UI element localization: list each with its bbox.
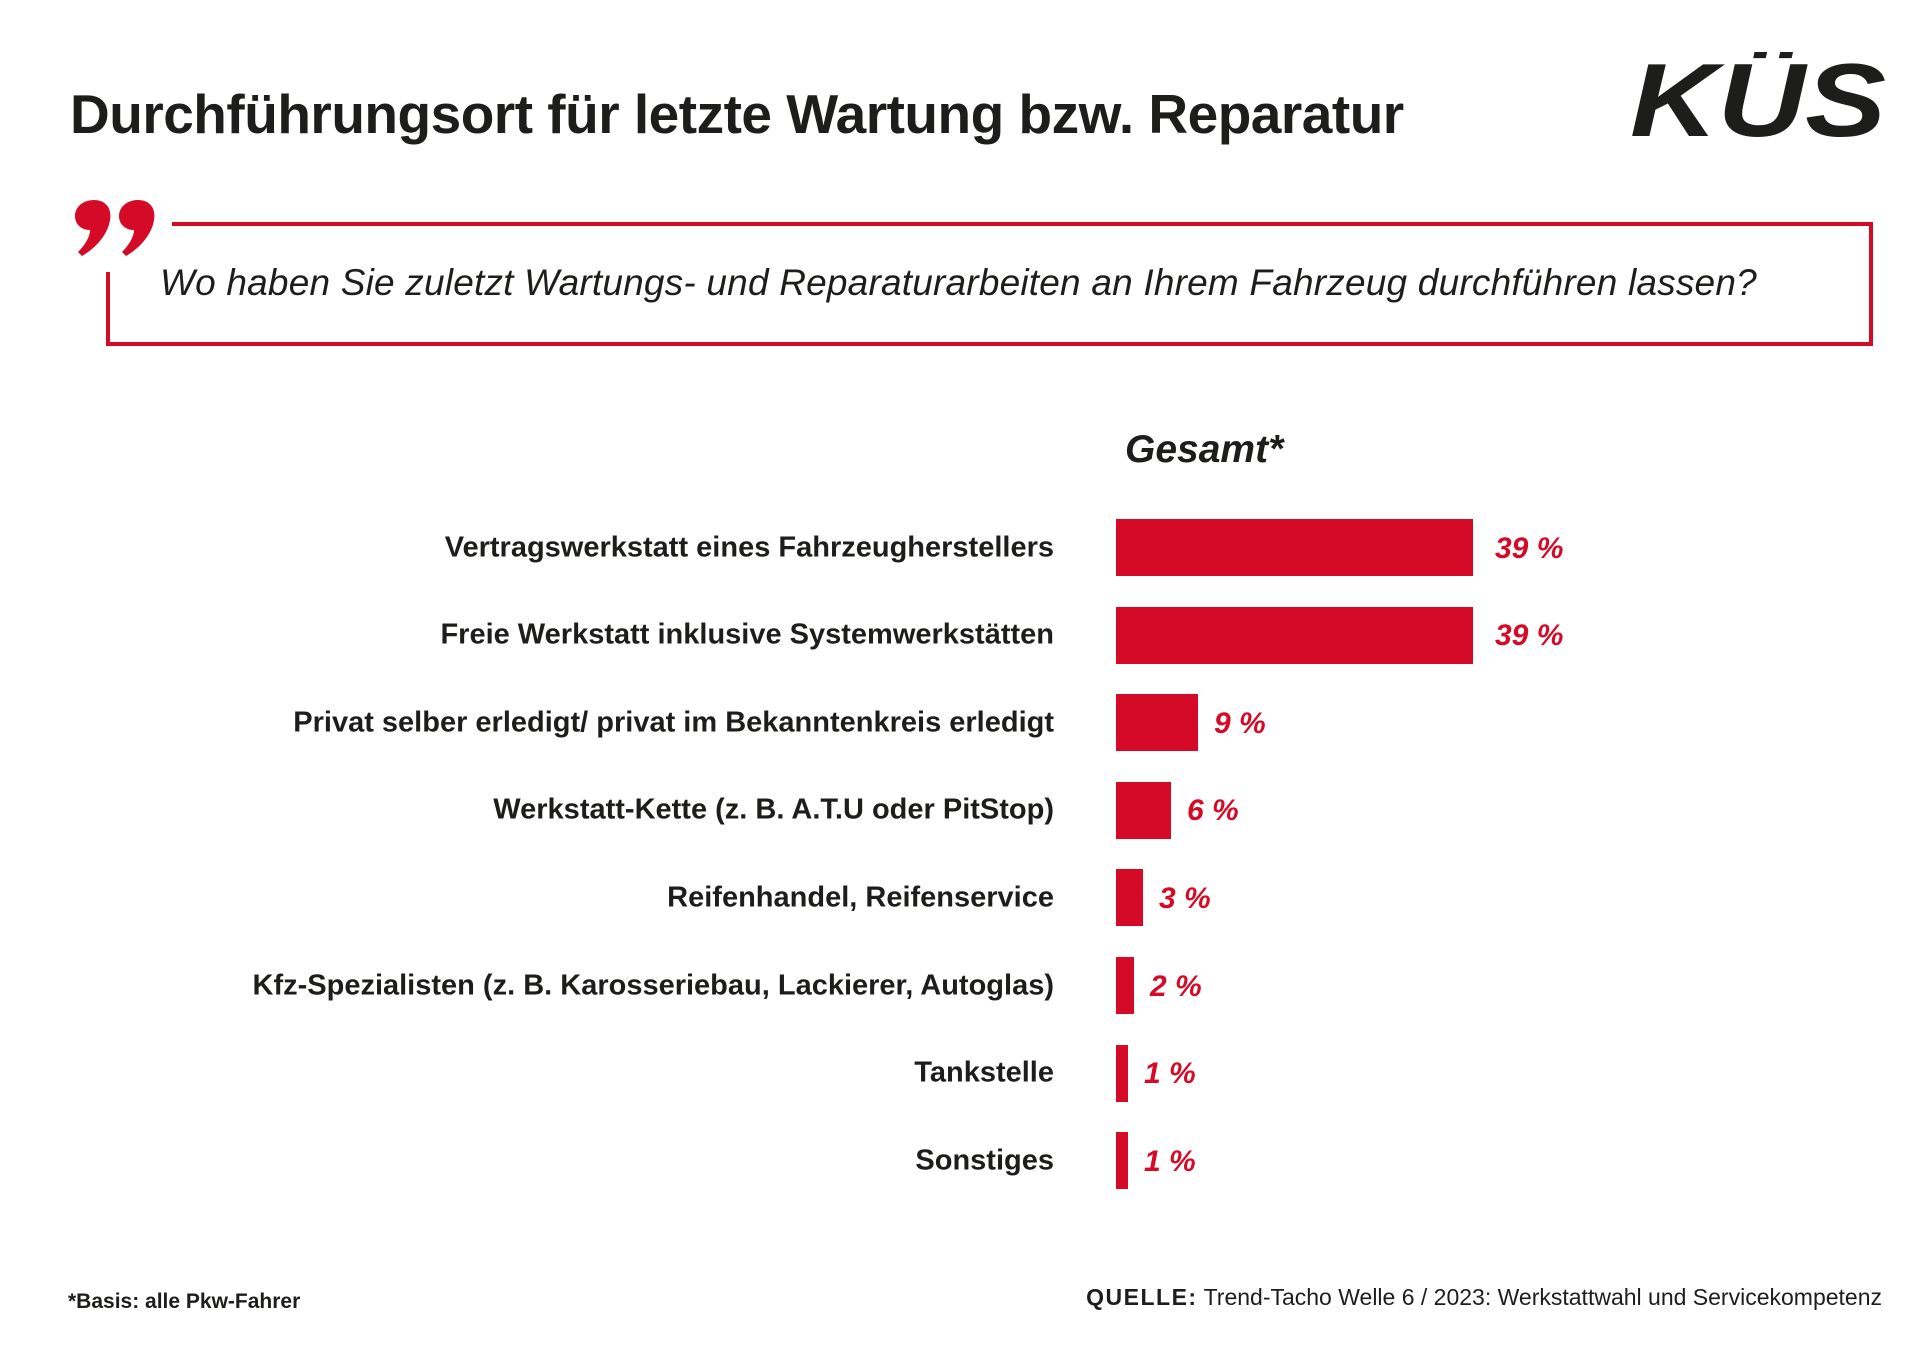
category-label: Reifenhandel, Reifenservice: [667, 881, 1054, 914]
bar: [1116, 694, 1198, 752]
bar: [1116, 781, 1171, 839]
category-label: Freie Werkstatt inklusive Systemwerkstät…: [440, 618, 1054, 651]
category-label: Vertragswerkstatt eines Fahrzeugherstell…: [444, 531, 1054, 563]
bar: [1116, 519, 1473, 576]
source-note: QUELLE: Trend-Tacho Welle 6 / 2023: Werk…: [1086, 1284, 1882, 1311]
bar: [1116, 1044, 1128, 1102]
category-label: Privat selber erledigt/ privat im Bekann…: [293, 706, 1054, 739]
kues-logo: KÜS: [1630, 52, 1886, 144]
category-label: Tankstelle: [914, 1056, 1054, 1089]
bar: [1116, 606, 1473, 664]
question-box-border-right: [1869, 222, 1873, 346]
category-label: Werkstatt-Kette (z. B. A.T.U oder PitSto…: [493, 793, 1054, 826]
value-label: 39 %: [1495, 531, 1564, 565]
survey-question: Wo haben Sie zuletzt Wartungs- und Repar…: [160, 262, 1757, 303]
value-label: 39 %: [1495, 619, 1564, 653]
question-box-border-bottom: [106, 342, 1873, 346]
question-box-border-left: [106, 272, 110, 346]
bar: [1116, 957, 1134, 1014]
value-label: 1 %: [1144, 1057, 1196, 1091]
quote-icon: [75, 200, 155, 256]
category-label: Kfz-Spezialisten (z. B. Karosseriebau, L…: [252, 969, 1055, 1001]
value-label: 2 %: [1150, 969, 1202, 1003]
bar: [1116, 869, 1143, 927]
page-title: Durchführungsort für letzte Wartung bzw.…: [70, 83, 1404, 145]
value-label: 9 %: [1214, 706, 1266, 740]
source-label: QUELLE:: [1086, 1284, 1198, 1310]
source-text: Trend-Tacho Welle 6 / 2023: Werkstattwah…: [1197, 1284, 1882, 1310]
category-label: Sonstiges: [915, 1144, 1054, 1177]
logo-text: KÜS: [1630, 52, 1886, 144]
value-label: 3 %: [1159, 881, 1211, 915]
footnote: *Basis: alle Pkw-Fahrer: [68, 1290, 301, 1313]
question-box-border-top: [172, 222, 1873, 226]
value-label: 1 %: [1144, 1144, 1196, 1178]
value-label: 6 %: [1187, 794, 1239, 828]
bar: [1116, 1132, 1128, 1190]
series-title: Gesamt*: [1125, 428, 1284, 471]
